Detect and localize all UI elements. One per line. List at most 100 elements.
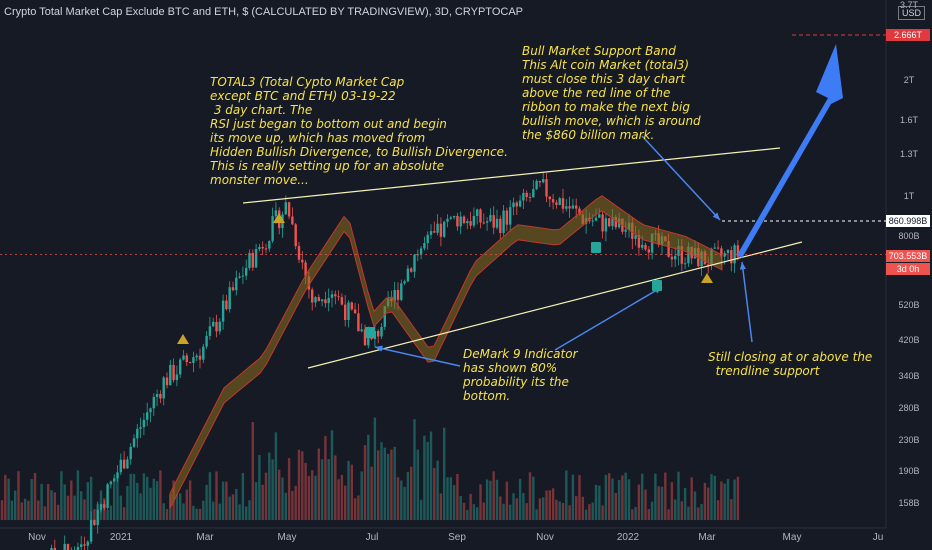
- volume-bar: [452, 485, 456, 520]
- volume-bar: [693, 491, 697, 520]
- annotation-demark: DeMark 9 Indicator has shown 80% probabi…: [463, 347, 578, 403]
- currency-badge[interactable]: USD: [898, 6, 926, 20]
- candle-body: [353, 309, 357, 314]
- candle-body: [238, 276, 241, 278]
- candle-body: [337, 296, 340, 298]
- candle-body: [317, 297, 320, 302]
- candle-body: [509, 207, 512, 225]
- candle-body: [495, 218, 499, 228]
- volume-bar: [212, 501, 215, 520]
- candle-body: [419, 248, 423, 255]
- volume-bar: [413, 419, 416, 520]
- volume-bar: [311, 470, 314, 520]
- volume-bar: [670, 482, 674, 520]
- candle-body: [575, 205, 578, 209]
- candle-body: [502, 210, 505, 233]
- candle-body: [311, 289, 314, 303]
- candle-body: [713, 247, 716, 249]
- volume-bar: [674, 499, 677, 520]
- candle-body: [548, 196, 551, 200]
- candle-body: [726, 250, 730, 254]
- volume-bar: [360, 471, 363, 520]
- volume-bar: [680, 501, 683, 520]
- volume-bar: [703, 482, 707, 520]
- volume-bar: [261, 484, 264, 520]
- candle-body: [650, 233, 654, 253]
- candle-body: [251, 252, 254, 268]
- candle-body: [674, 255, 677, 260]
- current-price-label: 703.553B: [886, 250, 930, 262]
- candle-body: [129, 446, 132, 460]
- lower-trendline: [307, 241, 803, 369]
- candle-body: [205, 335, 208, 347]
- volume-bar: [30, 479, 33, 520]
- candle-body: [287, 202, 291, 217]
- candle-body: [466, 221, 469, 224]
- volume-bar: [578, 475, 581, 520]
- volume-bar: [208, 472, 212, 520]
- candle-body: [604, 218, 608, 232]
- annotation-trendline: Still closing at or above the trendline …: [708, 350, 873, 378]
- volume-bar: [608, 473, 611, 520]
- volume-bar: [373, 417, 377, 520]
- volume-bar: [324, 436, 327, 520]
- volume-bar: [588, 504, 591, 520]
- volume-bar: [304, 462, 307, 520]
- candle-body: [413, 254, 416, 272]
- volume-bar: [558, 501, 561, 520]
- volume-bar: [601, 505, 604, 520]
- candle-body: [126, 459, 129, 469]
- candle-body: [594, 217, 598, 221]
- candle-body: [324, 299, 327, 304]
- candle-body: [284, 202, 287, 215]
- candle-body: [578, 208, 581, 215]
- volume-bar: [502, 503, 505, 520]
- candle-body: [327, 297, 330, 304]
- volume-bar: [584, 509, 588, 520]
- candle-body: [122, 459, 126, 469]
- candle-body: [304, 262, 307, 277]
- volume-bar: [245, 506, 248, 520]
- candle-body: [535, 180, 538, 190]
- volume-bar: [320, 459, 324, 520]
- volume-bar: [650, 501, 654, 520]
- volume-bar: [647, 509, 650, 520]
- volume-bar: [254, 482, 258, 520]
- target-arrow: [737, 44, 843, 258]
- volume-bar: [162, 503, 165, 520]
- y-tick-label: 1T: [903, 191, 915, 201]
- volume-bar: [538, 498, 542, 520]
- volume-bar: [449, 477, 452, 520]
- candle-body: [179, 359, 182, 375]
- candle-body: [433, 231, 436, 233]
- volume-bar: [307, 475, 311, 520]
- candle-body: [76, 546, 80, 550]
- volume-bar: [641, 473, 644, 520]
- y-tick-label: 340B: [898, 371, 920, 381]
- candle-body: [53, 547, 56, 550]
- volume-bar: [357, 495, 360, 520]
- volume-bar: [330, 430, 334, 520]
- candle-body: [136, 428, 139, 439]
- volume-bar: [126, 485, 129, 520]
- volume-bar: [634, 507, 637, 520]
- demark-callout-left: [374, 346, 461, 367]
- volume-bar: [10, 500, 14, 520]
- volume-bar: [70, 480, 73, 520]
- candle-body: [195, 355, 198, 358]
- resistance-price-label: 860.998B: [886, 215, 930, 227]
- candle-body: [231, 287, 235, 291]
- candle-body: [736, 245, 740, 257]
- candle-body: [670, 256, 674, 260]
- candle-body: [456, 215, 459, 227]
- candle-body: [538, 180, 542, 183]
- candle-body: [254, 249, 258, 268]
- volume-bar: [248, 500, 251, 520]
- candle-body: [63, 543, 66, 550]
- volume-bar: [466, 509, 469, 520]
- candle-body: [80, 544, 83, 547]
- candle-body: [208, 326, 212, 336]
- demark-callout-left-head: [375, 345, 383, 352]
- volume-bar: [443, 427, 446, 520]
